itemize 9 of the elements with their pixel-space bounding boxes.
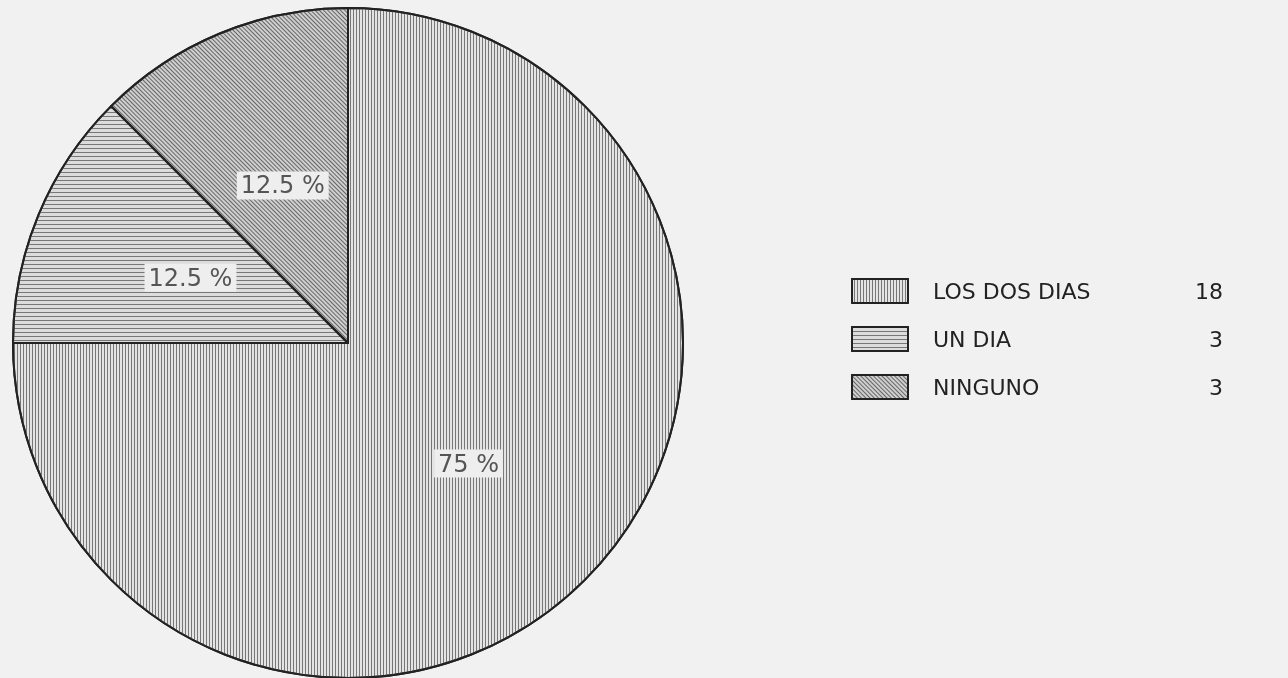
data-label: 12.5 % [240,171,325,200]
data-label: 75 % [438,449,500,478]
text: 3 [1209,326,1223,352]
data-label: 12.5 % [148,263,233,292]
legend-label: UN DIA [933,326,1012,352]
text: 18 [1195,278,1223,304]
legend-label: NINGUNO [933,374,1040,400]
text: 3 [1209,374,1223,400]
legend-label: LOS DOS DIAS [933,278,1091,304]
